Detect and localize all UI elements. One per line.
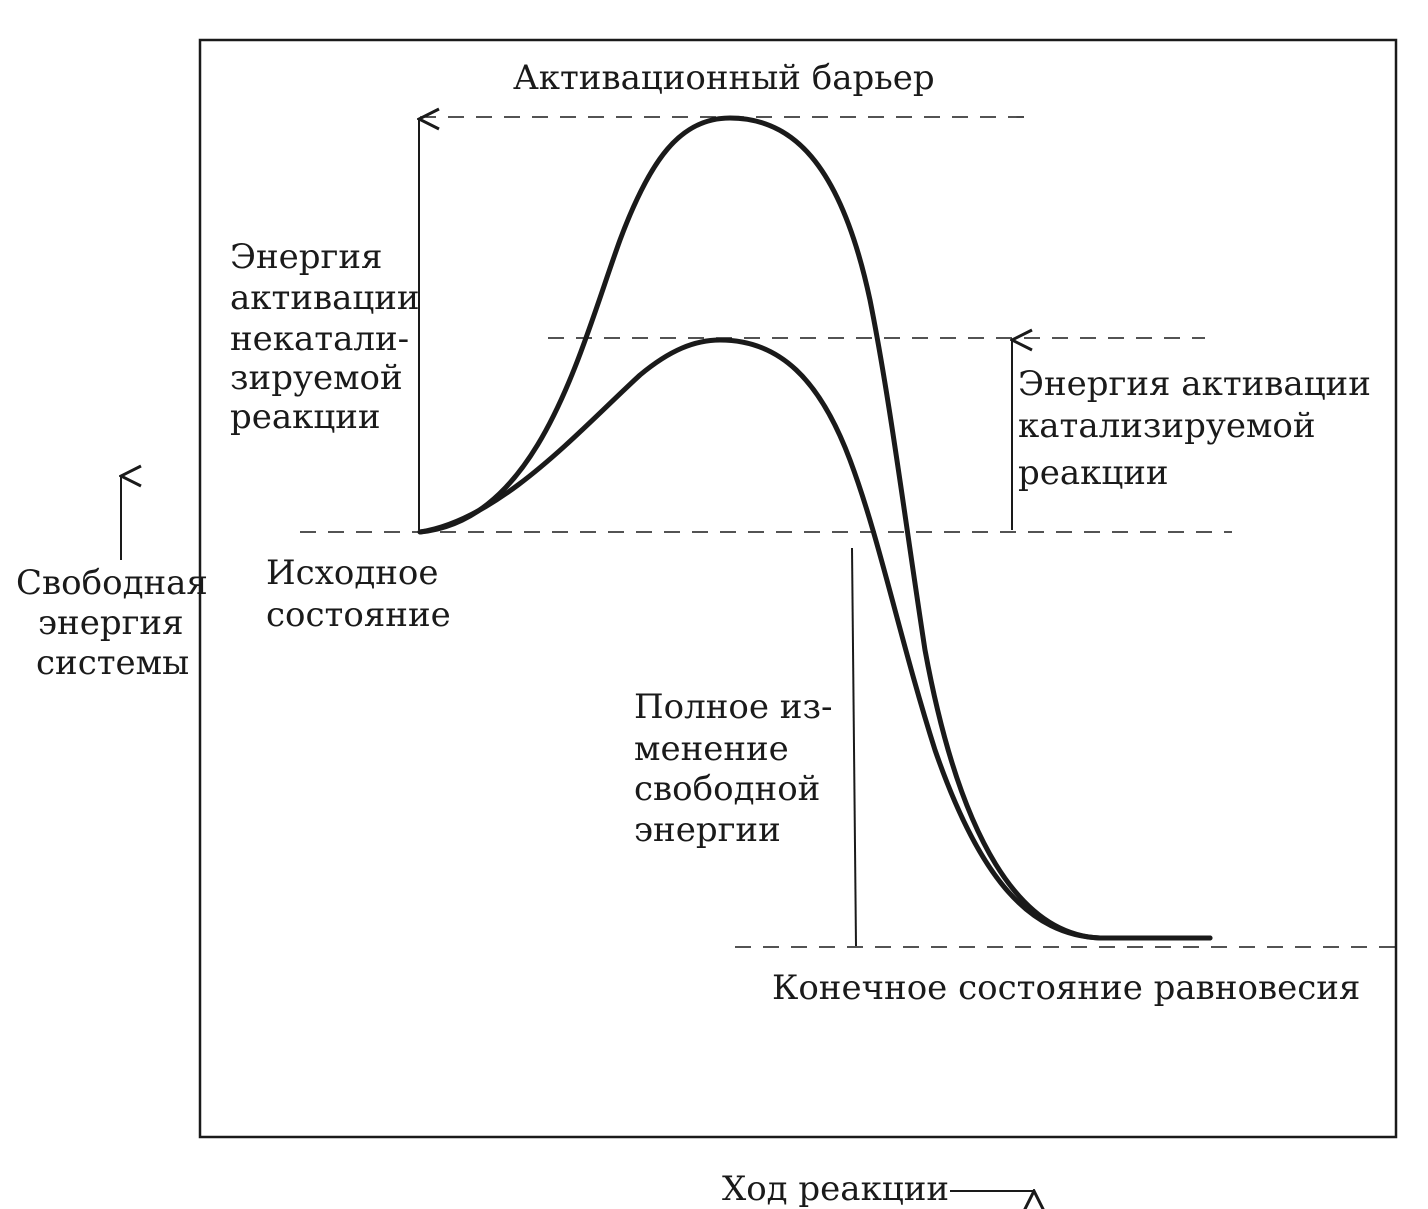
catalyzed-energy-label-line-3: реакции [1018,453,1169,493]
free-energy-change-line [851,547,857,947]
catalyzed-curve [417,337,1213,941]
y-axis-label-line-3: системы [36,643,189,683]
uncatalyzed-energy-label-line-2: активации [230,278,420,318]
catalyzed-energy-label-line-1: Энергия активации [1018,364,1371,404]
catalyzed-energy-label-line-2: катализируемой [1018,406,1316,446]
diagram-frame [198,38,1398,1139]
uncatalyzed-curve [417,115,1213,941]
uncatalyzed-energy-label-line-1: Энергия [230,237,383,277]
free-energy-change-label-line-4: энергии [634,810,781,850]
uncatalyzed-energy-label-line-5: реакции [230,397,381,437]
final-state-label: Конечное состояние равновесия [772,968,1360,1008]
free-energy-change-label-line-2: менение [634,729,789,769]
activation-barrier-label: Активационный барьер [513,58,935,98]
free-energy-change-label-line-1: Полное из- [634,687,832,727]
free-energy-change-label-line-3: свободной [634,769,820,809]
initial-state-label-line-2: состояние [266,595,451,635]
uncatalyzed-energy-label-line-4: зируемой [230,358,403,398]
x-axis-label: Ход реакции [722,1169,949,1209]
initial-state-label-line-1: Исходное [266,553,439,593]
uncatalyzed-energy-label-line-3: некатали- [230,319,409,359]
y-axis-label-line-2: энергия [38,603,184,643]
y-axis-label-line-1: Свободная [16,563,208,603]
